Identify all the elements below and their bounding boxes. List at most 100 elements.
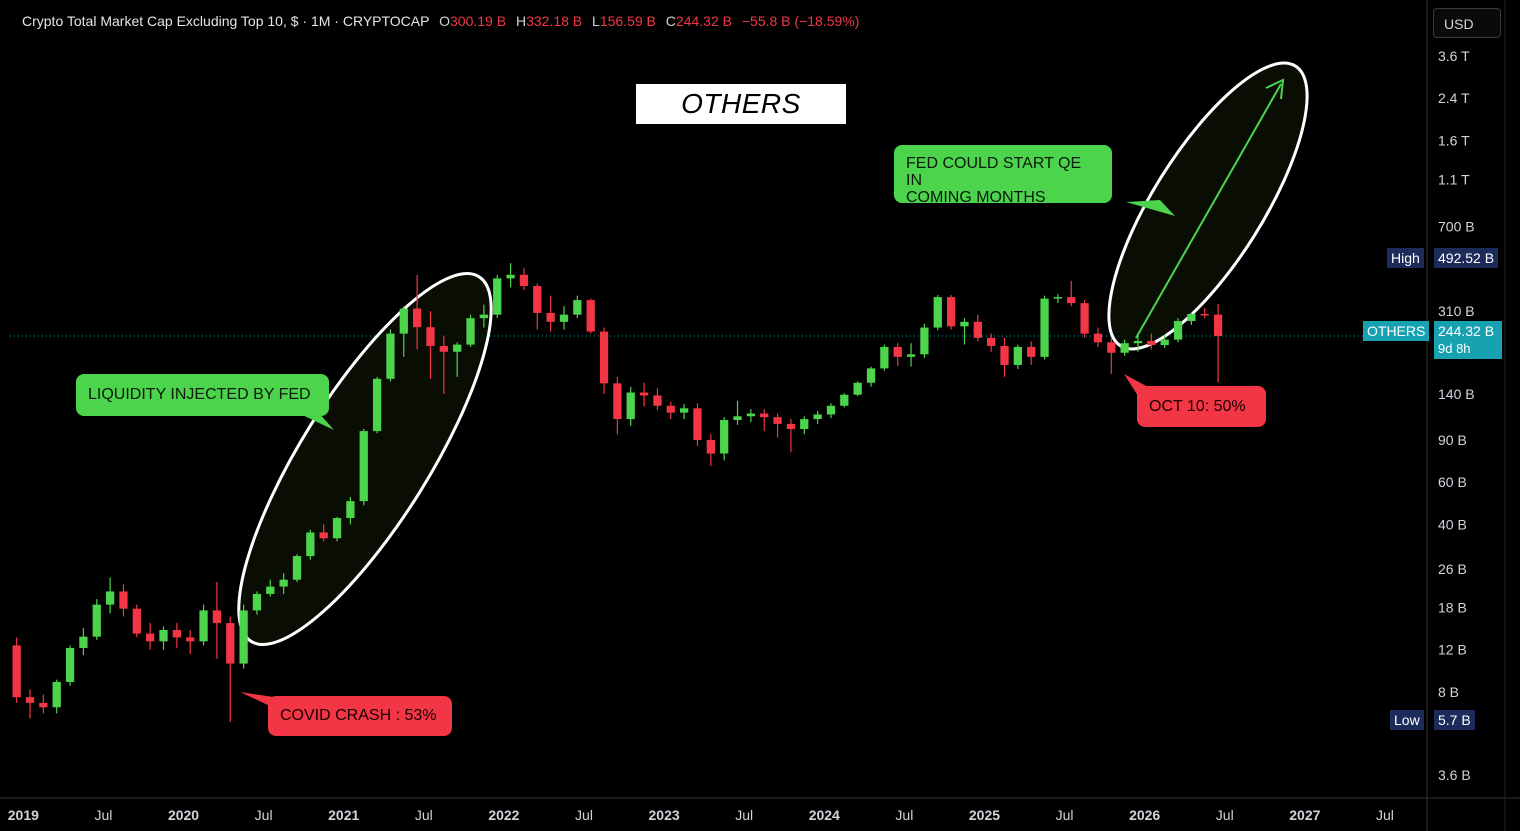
symbol-tag: OTHERS: [1363, 321, 1430, 341]
candle-body: [893, 346, 902, 357]
candle-body: [1000, 345, 1009, 365]
callout-fed-qe-line2: COMING MONTHS: [906, 189, 1046, 206]
candle-body: [773, 417, 782, 424]
candle-body: [92, 604, 101, 637]
time-tick-label: Jul: [255, 807, 273, 823]
price-tick-label: 26 B: [1438, 561, 1467, 577]
price-tick-label: 90 B: [1438, 432, 1467, 448]
time-tick-label: Jul: [575, 807, 593, 823]
candle-body: [826, 405, 836, 415]
candle-body: [1053, 297, 1063, 299]
candle-body: [1040, 298, 1049, 357]
callout-fed-qe: FED COULD START QE IN COMING MONTHS: [894, 145, 1112, 206]
candle-body: [1107, 342, 1116, 353]
callout-liquidity-injected: LIQUIDITY INJECTED BY FED: [76, 374, 329, 416]
candle-body: [679, 408, 689, 413]
time-tick-label: 2026: [1129, 807, 1160, 823]
candle-body: [266, 586, 275, 594]
candle-body: [800, 419, 809, 429]
candle-body: [880, 346, 889, 369]
candle-body: [599, 331, 609, 384]
time-tick-label: Jul: [94, 807, 112, 823]
candle-body: [960, 321, 969, 327]
chart-legend: Crypto Total Market Cap Excluding Top 10…: [22, 13, 859, 29]
candle-body: [12, 645, 21, 698]
candle-body: [212, 610, 222, 624]
price-tick-label: 140 B: [1438, 386, 1475, 402]
candle-body: [1133, 340, 1143, 344]
time-tick-label: Jul: [415, 807, 433, 823]
legend-high-value: 332.18 B: [526, 13, 583, 29]
legend-low-value: 156.59 B: [599, 13, 656, 29]
candle-body: [306, 532, 315, 557]
time-tick-label: Jul: [1376, 807, 1394, 823]
time-tick-label: 2024: [809, 807, 840, 823]
candle-body: [146, 633, 155, 642]
candle-body: [65, 647, 75, 682]
candle-body: [386, 333, 395, 379]
legend-low-label: L: [592, 13, 600, 29]
candle-body: [920, 327, 929, 355]
candle-body: [1173, 321, 1183, 340]
callout-covid-text: COVID CRASH : 53%: [280, 707, 437, 724]
candle-body: [933, 297, 942, 328]
candle-body: [399, 308, 408, 334]
ellipse-projection: [1107, 61, 1309, 351]
legend-change: −55.8 B (−18.59%): [741, 13, 860, 29]
candle-body: [332, 518, 342, 539]
time-tick-label: Jul: [1216, 807, 1234, 823]
candle-body: [199, 610, 208, 642]
legend-high-label: H: [515, 13, 527, 29]
price-tick-label: 40 B: [1438, 516, 1467, 532]
candle-body: [533, 286, 542, 313]
candle-body: [613, 383, 622, 420]
candle-body: [372, 378, 382, 432]
candle-body: [493, 278, 502, 315]
time-tick-label: 2025: [969, 807, 1000, 823]
bar-countdown: 9d 8h: [1438, 341, 1471, 356]
candle-body: [1027, 346, 1036, 357]
callout-oct10: OCT 10: 50%: [1137, 386, 1266, 427]
candle-body: [987, 337, 996, 346]
candle-body: [946, 297, 956, 327]
candle-body: [346, 501, 355, 519]
legend-open-label: O: [439, 13, 450, 29]
legend-close-value: 244.32 B: [675, 13, 732, 29]
price-tick-label: 8 B: [1438, 684, 1459, 700]
price-tick-label: 3.6 B: [1438, 767, 1471, 783]
candle-body: [413, 308, 422, 328]
callout-pointer-fed-qe: [1126, 200, 1175, 216]
time-tick-label: Jul: [895, 807, 913, 823]
callout-liquidity-text: LIQUIDITY INJECTED BY FED: [88, 386, 311, 403]
time-tick-label: 2020: [168, 807, 199, 823]
candle-body: [639, 392, 649, 396]
candle-body: [626, 392, 635, 420]
price-tick-label: 18 B: [1438, 599, 1467, 615]
candle-body: [973, 321, 982, 338]
candle-body: [586, 300, 595, 332]
candle-body: [693, 408, 702, 440]
price-tick-label: 2.4 T: [1438, 90, 1470, 106]
price-tick-label: 310 B: [1438, 303, 1475, 319]
time-tick-label: 2027: [1289, 807, 1320, 823]
projection-arrow-line: [1135, 83, 1282, 339]
candle-body: [239, 610, 248, 664]
candle-body: [1200, 313, 1209, 316]
candle-body: [1187, 313, 1196, 322]
candle-body: [519, 274, 529, 287]
candle-body: [866, 368, 876, 383]
candle-body: [79, 636, 88, 648]
candle-body: [426, 327, 435, 346]
candle-body: [506, 274, 515, 279]
low-label-tag: Low: [1390, 710, 1424, 730]
callout-covid-crash: COVID CRASH : 53%: [268, 696, 452, 736]
time-tick-label: Jul: [1056, 807, 1074, 823]
candle-body: [1120, 343, 1129, 353]
time-tick-label: Jul: [735, 807, 753, 823]
candle-body: [813, 414, 822, 420]
candle-body: [1080, 303, 1089, 334]
candle-body: [840, 394, 849, 406]
currency-button[interactable]: USD: [1433, 8, 1501, 38]
candle-body: [1013, 346, 1022, 365]
